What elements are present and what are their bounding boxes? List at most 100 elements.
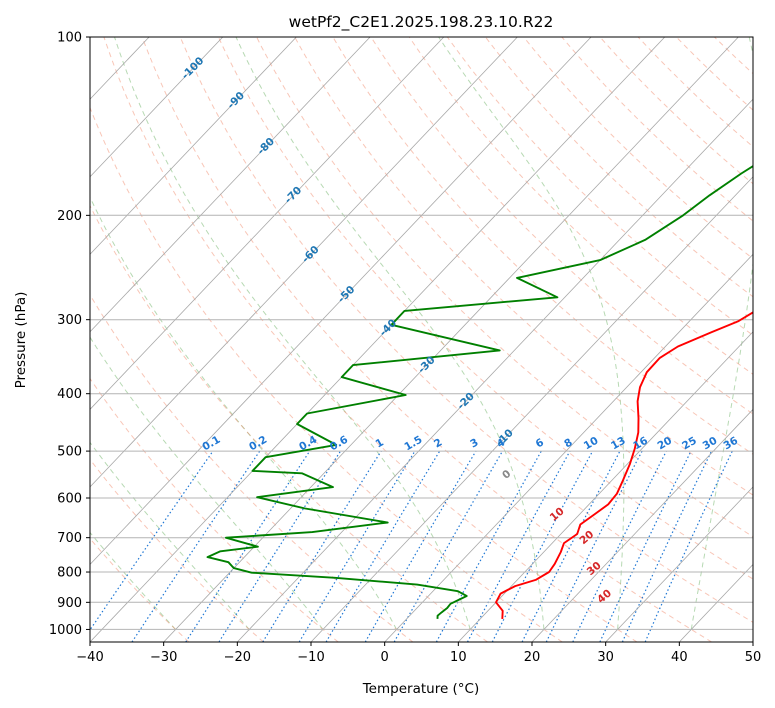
mixing-ratio-line (131, 450, 261, 642)
dry-adiabat-line (90, 106, 563, 642)
isotherm-line (458, 331, 753, 642)
isotherm-line (90, 37, 224, 178)
mixing-ratio-label: 10 (582, 435, 601, 453)
dry-adiabat-line (370, 37, 753, 415)
mixing-ratio-line (621, 450, 713, 642)
mixing-ratio-label: 6 (534, 436, 546, 450)
isotherm-line (237, 98, 753, 642)
moist-adiabat-label: 10 (548, 505, 567, 524)
moist-adiabat-line (690, 37, 753, 630)
x-tick-label: 0 (381, 650, 389, 665)
mixing-ratio-line (521, 450, 621, 642)
y-tick-label: 100 (57, 31, 82, 46)
mixing-ratio-label: 0.4 (297, 434, 319, 454)
dry-adiabat-line (179, 37, 753, 623)
y-tick-label: 900 (57, 596, 82, 611)
x-tick-label: 10 (450, 650, 467, 665)
moist-adiabat-label: 40 (595, 587, 614, 606)
dry-adiabat-line (90, 204, 488, 642)
x-axis-label: Temperature (°C) (362, 681, 480, 697)
mixing-ratio-line (364, 450, 477, 642)
dry-adiabat-line (332, 37, 753, 455)
isotherm-line (90, 37, 518, 488)
mixing-ratio-label: 1 (374, 436, 386, 450)
y-tick-label: 800 (57, 566, 82, 581)
mixing-ratio-line (90, 450, 214, 631)
isotherm-line (90, 37, 371, 333)
dry-adiabat-line (103, 37, 638, 642)
x-tick-label: 30 (597, 650, 614, 665)
isotherm-line (605, 486, 753, 642)
mixing-ratio-label: 1.5 (402, 434, 424, 454)
moist-adiabat-label: 30 (585, 560, 604, 579)
y-tick-label: 400 (57, 387, 82, 402)
mixing-ratio-line (325, 450, 441, 642)
mixing-ratio-label: 0.6 (328, 434, 350, 454)
y-axis-label: Pressure (hPa) (13, 292, 29, 389)
mixing-ratio-line (262, 450, 382, 642)
dewpoint-line (206, 165, 753, 619)
temperature-line (495, 311, 753, 619)
isotherm-line (0, 37, 75, 642)
isotherm-line (90, 37, 592, 566)
y-tick-label: 1000 (49, 623, 82, 638)
plot-area: 0.1 0.2 0.4 0.6 1 1.5 2 3 4 6 8 10 13 16 20 25 30 36-100-… (0, 37, 753, 642)
grid (0, 37, 753, 642)
mixing-ratio-label: 36 (721, 435, 740, 453)
y-tick-label: 600 (57, 492, 82, 507)
moist-adiabat-line (90, 531, 176, 630)
y-tick-label: 200 (57, 209, 82, 224)
dry-adiabat-line (90, 537, 190, 642)
moist-adiabat-label: 20 (577, 528, 596, 547)
moist-adiabat-line (235, 37, 545, 630)
mixing-ratio-line (185, 450, 311, 642)
x-tick-label: −20 (224, 650, 251, 665)
dry-adiabat-line (141, 37, 712, 642)
dry-adiabat-line (485, 37, 753, 298)
isotherm-line (310, 176, 753, 642)
isotherm-line (0, 37, 2, 642)
dry-adiabat-line (752, 37, 753, 39)
moist-adiabat-line (90, 196, 398, 630)
mixing-ratio-line (644, 450, 733, 642)
mixing-ratio-line (466, 450, 571, 642)
isotherm-line (384, 253, 753, 642)
dry-adiabat-line (256, 37, 753, 538)
series (206, 165, 753, 619)
moist-adiabat-line (90, 441, 250, 630)
mixing-ratio-label: 20 (655, 435, 674, 453)
x-tick-label: 20 (524, 650, 541, 665)
mixing-ratio-label: 0.1 (200, 434, 222, 454)
moist-adiabat-line (90, 336, 324, 630)
dry-adiabats (90, 37, 753, 642)
dry-adiabat-line (90, 458, 264, 642)
mixing-ratio-label: 3 (468, 436, 480, 450)
mixing-ratio-line (545, 450, 643, 642)
mixing-ratio-label: 13 (609, 435, 628, 453)
axes: −40 −30 −20 −10 0 10 20 30 40 5010020030040050060… (49, 31, 761, 666)
mixing-ratio-line (572, 450, 667, 642)
x-tick-label: 50 (745, 650, 762, 665)
x-tick-label: 40 (671, 650, 688, 665)
mixing-ratio-line (599, 450, 692, 642)
y-tick-label: 700 (57, 531, 82, 546)
mixing-ratio-label: 2 (432, 436, 444, 450)
isotherm-line (531, 408, 753, 642)
dry-adiabat-line (714, 37, 753, 75)
dry-adiabat-line (90, 293, 414, 642)
dry-adiabat-line (561, 37, 753, 222)
mixing-ratio-line (298, 450, 416, 642)
dry-adiabat-line (90, 377, 339, 642)
dry-adiabat-line (637, 37, 753, 148)
mixing-ratio-lines (90, 450, 733, 642)
chart-title: wetPf2_C2E1.2025.198.23.10.R22 (289, 13, 554, 32)
dry-adiabat-line (294, 37, 753, 496)
isotherm-line (90, 37, 297, 255)
mixing-ratio-line (218, 450, 342, 642)
isotherm-line (752, 641, 753, 642)
dry-adiabat-line (599, 37, 753, 185)
x-tick-label: −10 (297, 650, 324, 665)
mixing-ratio-line (393, 450, 504, 642)
mixing-ratio-line (435, 450, 542, 642)
x-tick-label: −40 (76, 650, 103, 665)
